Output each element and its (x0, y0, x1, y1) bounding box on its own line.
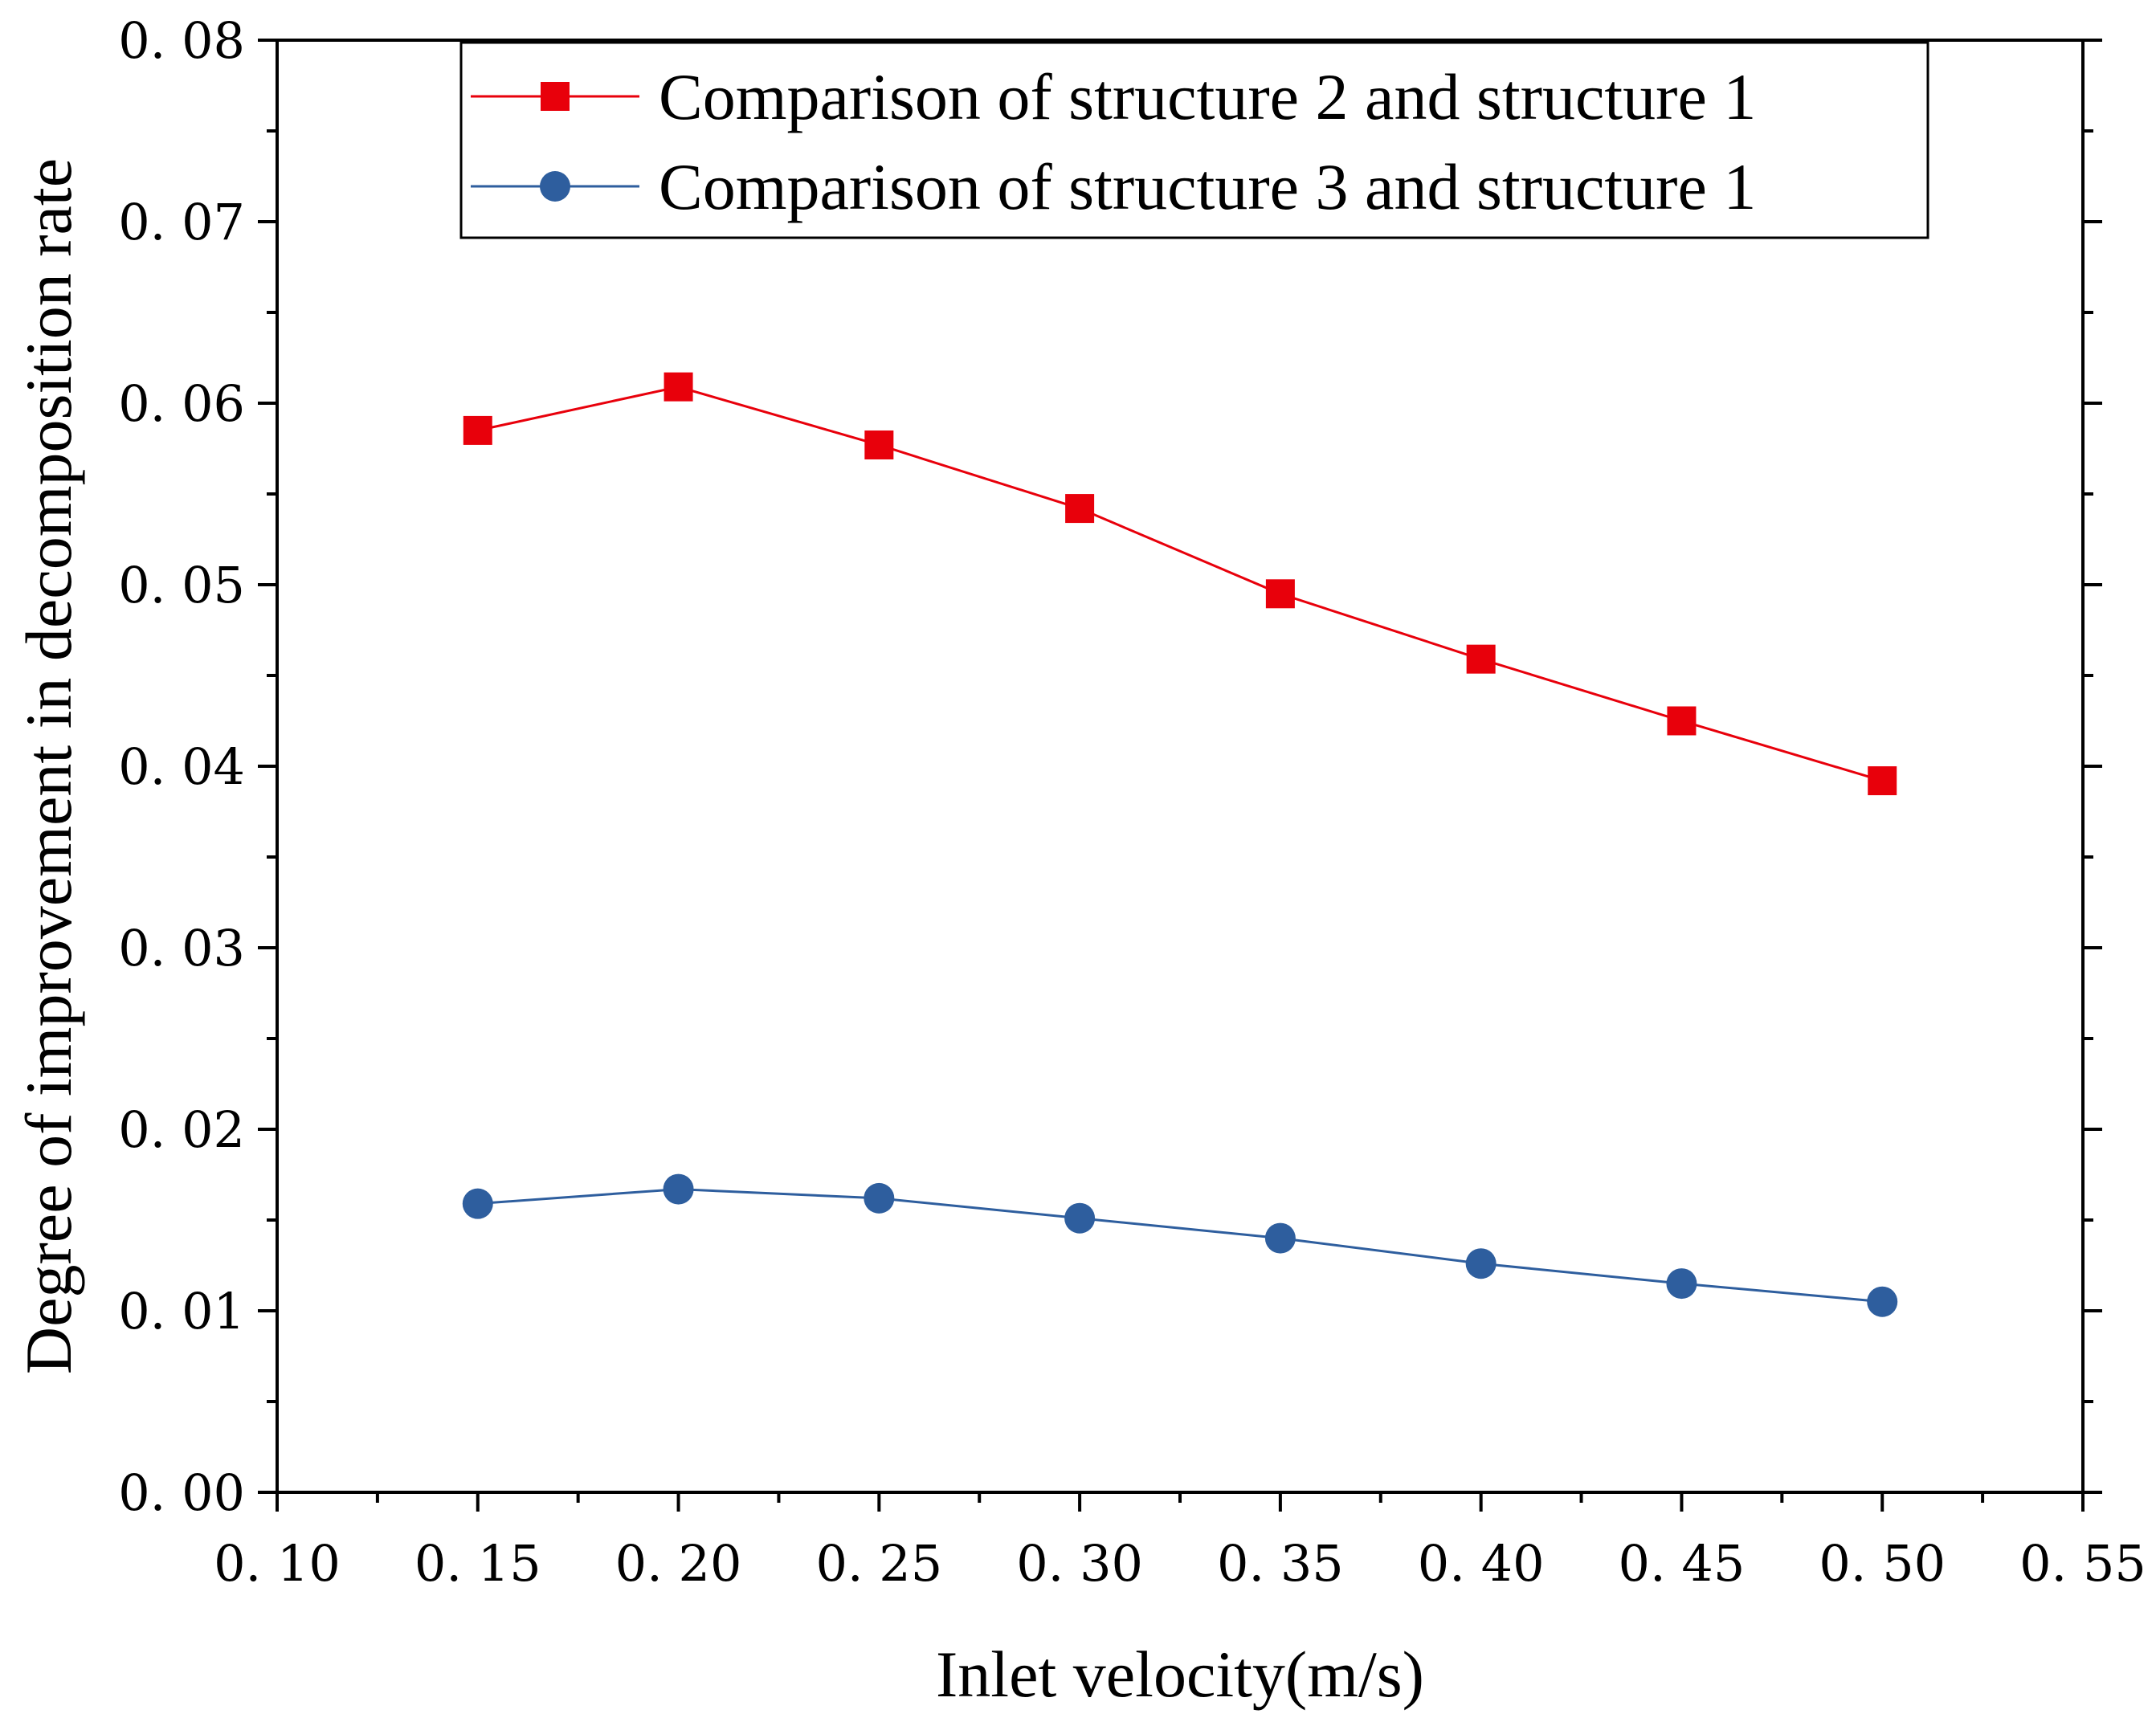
y-tick-label: 0. 02 (118, 1100, 245, 1159)
series-layer (462, 372, 1898, 1317)
x-tick-label: 0. 45 (1619, 1534, 1746, 1593)
series-2-point (864, 1182, 895, 1214)
series-1-point (664, 372, 693, 402)
x-tick-label: 0. 25 (815, 1534, 942, 1593)
x-tick-label: 0. 35 (1217, 1534, 1344, 1593)
x-tick-label: 0. 15 (414, 1534, 541, 1593)
y-tick-label: 0. 07 (118, 193, 245, 251)
x-tick-label: 0. 40 (1418, 1534, 1545, 1593)
y-tick-label: 0. 00 (118, 1463, 245, 1522)
x-tick-labels: 0. 10 0. 15 0. 20 0. 25 0. 30 0. 35 0. 40 0. 45… (214, 1534, 2146, 1593)
series-1-point (864, 430, 894, 459)
series-2-point (663, 1173, 694, 1205)
y-tick-labels: 0. 00 0. 01 0. 02 0. 03 0. 04 0. 05 0. 06 0. 07… (118, 11, 245, 1522)
legend: Comparison of structure 2 and structure … (459, 41, 1929, 239)
y-axis-title: Degree of improvement in decomposition r… (12, 158, 85, 1374)
series-2-point (1666, 1268, 1697, 1300)
legend-box (459, 41, 1929, 239)
x-tick-label: 0. 20 (615, 1534, 742, 1593)
x-tick-label: 0. 30 (1016, 1534, 1143, 1593)
series-2-point (1867, 1286, 1898, 1317)
series-1-point (1466, 644, 1496, 674)
series-1-point (1667, 706, 1697, 736)
legend-label-2: Comparison of structure 3 and structure … (659, 150, 1756, 223)
series-line-2 (477, 1188, 1883, 1304)
series-2-point (1064, 1202, 1096, 1234)
legend-label-1: Comparison of structure 2 and structure … (659, 60, 1756, 133)
x-tick-label: 0. 10 (214, 1534, 341, 1593)
series-2-point (1264, 1222, 1296, 1254)
legend-marker-1 (541, 82, 570, 111)
series-1-point (1868, 766, 1897, 796)
y-tick-label: 0. 08 (118, 11, 245, 70)
y-tick-label: 0. 06 (118, 374, 245, 433)
x-axis-title: Inlet velocity(m/s) (936, 1638, 1424, 1711)
series-1-point (1065, 494, 1095, 524)
series-line-1 (477, 386, 1883, 782)
series-1-point (463, 415, 492, 445)
y-tick-label: 0. 05 (118, 556, 245, 614)
x-tick-label: 0. 50 (1819, 1534, 1946, 1593)
series-2-point (1465, 1248, 1497, 1279)
series-2-point (462, 1188, 493, 1219)
y-tick-label: 0. 04 (118, 737, 245, 796)
x-tick-label: 0. 55 (2019, 1534, 2146, 1593)
axis-ticks (258, 39, 2102, 1512)
y-tick-label: 0. 03 (118, 919, 245, 977)
y-tick-label: 0. 01 (118, 1282, 245, 1341)
series-1-point (1265, 579, 1295, 609)
legend-marker-2 (540, 171, 570, 202)
plot-frame (276, 39, 2085, 1494)
